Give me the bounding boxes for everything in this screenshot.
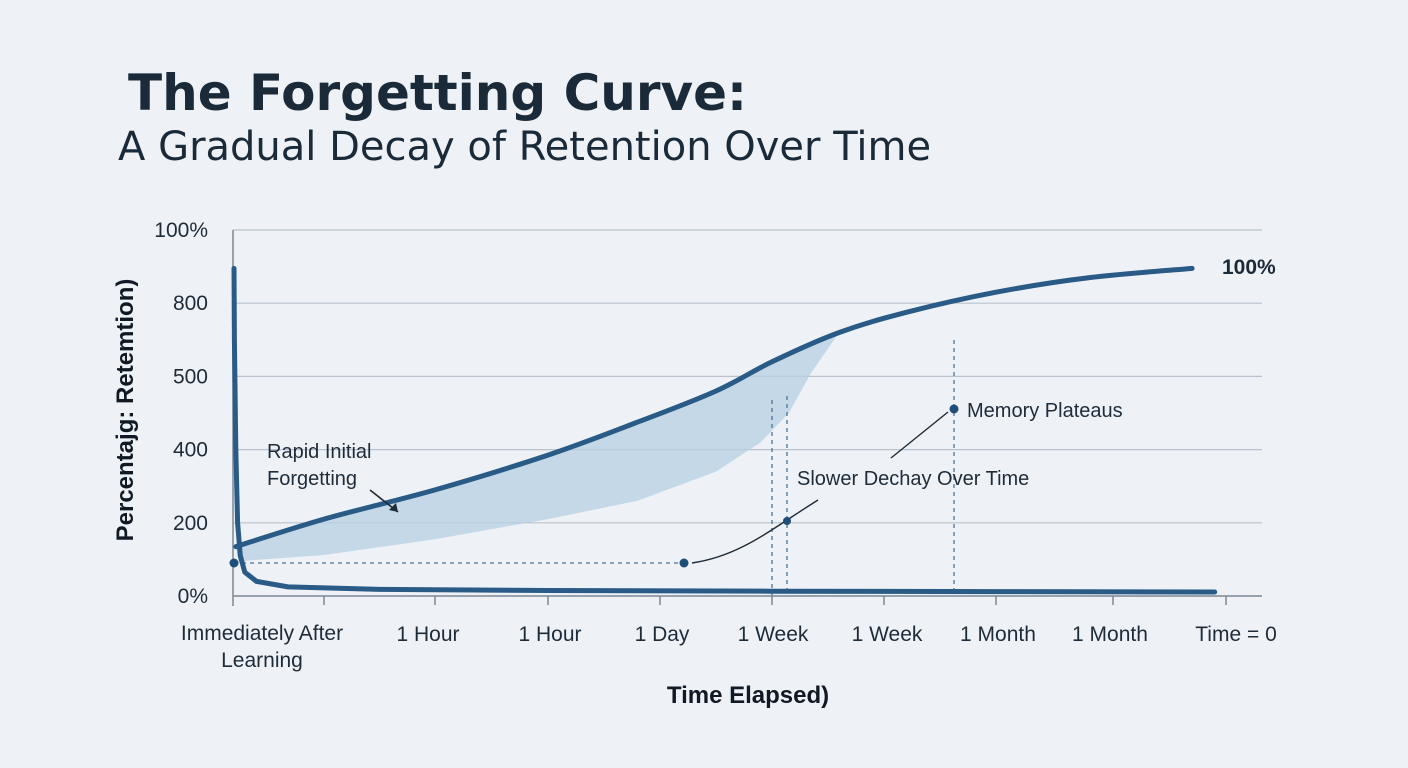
x-tick-label-5: 1 Week [852, 623, 923, 646]
annotation-slower-decay: Slower Dechay Over Time [797, 468, 1029, 490]
marker-start-point [229, 558, 239, 568]
leader-memory-plateaus [890, 411, 949, 459]
x-tick-label-6: 1 Month [960, 623, 1036, 646]
annotation-rapid-forgetting-line2: Forgetting [267, 468, 357, 490]
annotation-markers [229, 404, 959, 568]
tick-labels: 0% 200 400 500 800 100% Immediately After Learn… [154, 219, 1276, 672]
series-line-1 [231, 265, 1218, 595]
x-tick-label-7: 1 Month [1072, 623, 1148, 646]
x-tick-label-2: 1 Hour [518, 623, 581, 646]
guide-lines [234, 340, 955, 596]
y-tick-label-4: 800 [173, 292, 208, 315]
x-axis-title: Time Elapsed) [667, 682, 829, 709]
x-tick-label-4: 1 Week [738, 623, 809, 646]
x-tick-label-0: Immediately After Learning [181, 622, 343, 672]
arrowhead-rapid-forgetting [389, 503, 398, 512]
marker-memory-plateaus [949, 404, 959, 414]
marker-dashed-end-point [679, 558, 689, 568]
y-tick-label-2: 400 [173, 439, 208, 462]
chart-subtitle: A Gradual Decay of Retention Over Time [118, 124, 931, 170]
y-tick-label-1: 200 [173, 512, 208, 535]
x-tick-label-8: Time = 0 [1195, 623, 1277, 646]
series-lines [231, 265, 1218, 595]
y-axis-title: Percentajg: Retemtion) [112, 279, 139, 542]
x-tick-label-3: 1 Day [635, 623, 690, 646]
annotation-rapid-forgetting-line1: Rapid Initial [267, 441, 372, 463]
chart-title: The Forgetting Curve: [128, 64, 747, 122]
y-tick-label-0: 0% [178, 585, 208, 608]
annotation-memory-plateaus: Memory Plateaus [967, 400, 1123, 422]
y-tick-label-5: 100% [154, 219, 208, 242]
x-tick-label-1: 1 Hour [396, 623, 459, 646]
marker-slower-decay [783, 517, 791, 525]
y-tick-label-3: 500 [173, 365, 208, 388]
curve-end-label: 100% [1222, 256, 1276, 279]
series-line-0 [233, 265, 1195, 550]
leader-slower-decay [691, 499, 819, 564]
